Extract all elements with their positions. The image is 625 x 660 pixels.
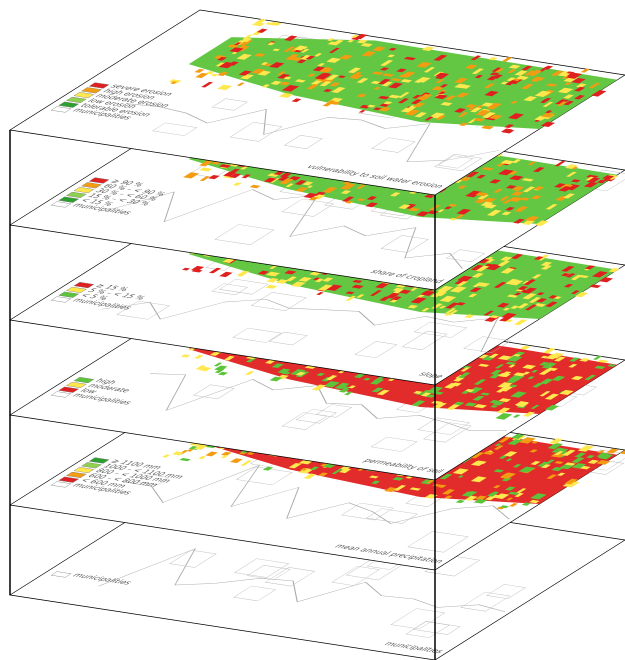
layer-stack: municipalitiesmunicipalitiesmunicipaliti… — [0, 0, 625, 660]
